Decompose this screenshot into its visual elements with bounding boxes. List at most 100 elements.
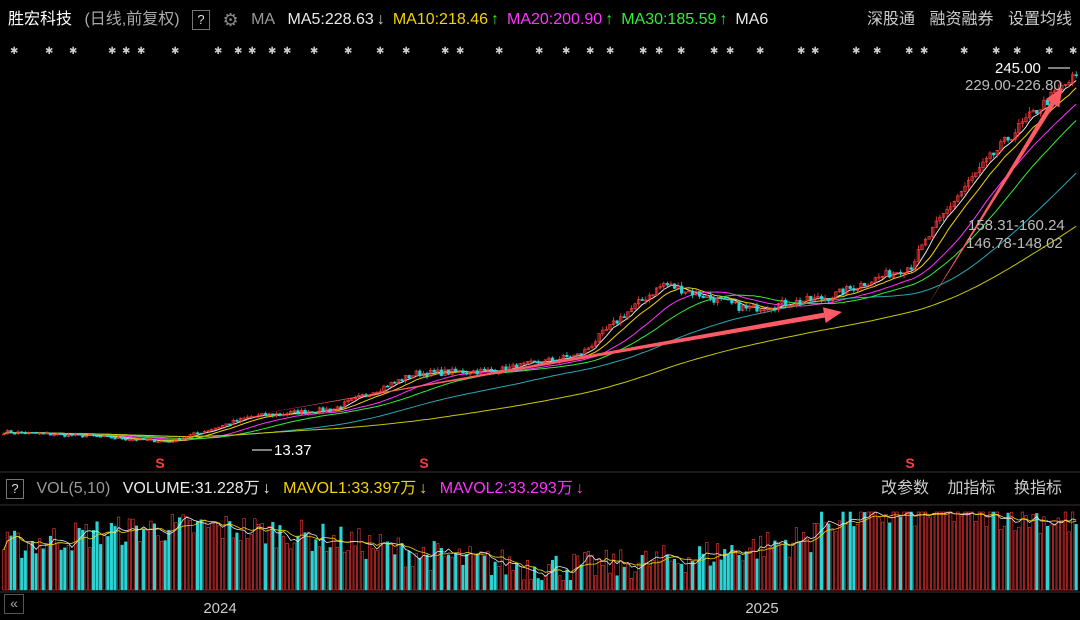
volume-bar [540, 580, 544, 591]
candle-body [99, 435, 103, 438]
candle-body [586, 347, 591, 350]
volume-bar [16, 532, 20, 591]
x-axis-label-2024: 2024 [203, 600, 236, 617]
volume-bar [676, 563, 680, 591]
volume-bar [787, 556, 791, 591]
ma-legend-item-4: MA6 [735, 11, 769, 28]
volume-bar [375, 550, 379, 591]
volume-bar [586, 551, 590, 591]
volume-bar [63, 547, 67, 591]
candle-body [145, 439, 149, 441]
news-dot: ✱ [726, 46, 734, 57]
candle-body [640, 299, 644, 301]
candle-body [450, 368, 454, 375]
gear-icon[interactable]: ⚙ [222, 10, 239, 30]
volume-bar [66, 544, 70, 591]
volume-bar [464, 554, 469, 591]
news-dot: ✱ [310, 46, 318, 57]
volume-bar [1067, 531, 1071, 591]
news-dot: ✱ [639, 46, 647, 57]
volume-bar [421, 546, 425, 591]
candle-body [285, 413, 289, 416]
candle-body [780, 299, 784, 304]
volume-bar [741, 560, 745, 591]
volume-bar [1049, 524, 1053, 591]
volume-bar [698, 546, 702, 591]
candle-body [461, 370, 465, 374]
news-dot: ✱ [756, 46, 764, 57]
candle-body [174, 437, 178, 442]
candle-body [468, 372, 472, 375]
candle-body [439, 369, 443, 376]
volume-bar [705, 542, 709, 591]
news-dot: ✱ [960, 46, 968, 57]
candle-body [637, 299, 641, 305]
news-dot: ✱ [677, 46, 685, 57]
help-icon[interactable]: ? [192, 10, 211, 30]
candle-body [281, 414, 286, 416]
volume-bar [134, 525, 139, 591]
volume-bar [751, 539, 755, 591]
high-price-label: 245.00 [995, 60, 1041, 77]
volume-bar [694, 559, 698, 591]
volume-bar [378, 534, 382, 591]
volume-bar [360, 551, 365, 591]
candle-body [525, 361, 530, 364]
volume-bar [246, 538, 250, 591]
volume-bar [662, 545, 666, 591]
volume-bar [834, 531, 838, 591]
volume-bar [550, 559, 555, 591]
volume-bar [959, 515, 963, 591]
volume-help-icon[interactable]: ? [6, 479, 24, 499]
candle-body [988, 152, 992, 159]
candle-body [177, 437, 182, 441]
candle-body [106, 435, 110, 438]
period-label: (日线,前复权) [84, 11, 180, 28]
menu-margin-trading[interactable]: 融资融券 [929, 11, 994, 28]
candle-body [647, 294, 651, 301]
volume-bar [1056, 517, 1060, 591]
volume-bar [242, 518, 246, 591]
volume-bar [1013, 530, 1017, 591]
switch-indicator-button[interactable]: 换指标 [1013, 480, 1062, 497]
news-dot: ✱ [69, 46, 77, 57]
chevron-left-icon[interactable]: « [4, 594, 24, 614]
volume-bar [2, 549, 6, 591]
volume-bar [289, 548, 293, 591]
volume-bar [669, 560, 673, 591]
volume-bar [837, 520, 842, 591]
volume-bar [339, 526, 343, 591]
news-dot: ✱ [376, 46, 384, 57]
add-indicator-button[interactable]: 加指标 [947, 480, 996, 497]
volume-bar [145, 530, 149, 591]
low-price-label: 13.37 [274, 442, 312, 459]
volume-bar [224, 516, 228, 591]
volume-bar [418, 557, 422, 591]
volume-bar [830, 528, 834, 591]
candle-body [95, 435, 99, 438]
volume-bar [497, 566, 501, 591]
candle-body [170, 441, 174, 443]
candle-body [834, 291, 838, 299]
volume-bar [963, 511, 967, 591]
candle-body [217, 426, 221, 429]
change-params-button[interactable]: 改参数 [881, 480, 930, 497]
volume-bar [888, 522, 892, 591]
candle-body [1067, 82, 1071, 85]
volume-bar [956, 511, 960, 591]
menu-set-ma[interactable]: 设置均线 [1007, 11, 1072, 28]
volume-bar [981, 511, 985, 591]
candle-body [160, 440, 164, 443]
menu-shenzhen-connect[interactable]: 深股通 [867, 11, 916, 28]
volume-bar [357, 528, 361, 591]
volume-bar [400, 543, 404, 591]
candle-body [651, 294, 655, 297]
volume-bar [56, 542, 60, 591]
candle-body [109, 435, 113, 439]
candle-body [812, 297, 816, 301]
candle-body [131, 439, 135, 441]
candle-body [63, 433, 67, 437]
volume-bar [142, 528, 146, 591]
candle-body [167, 440, 171, 443]
